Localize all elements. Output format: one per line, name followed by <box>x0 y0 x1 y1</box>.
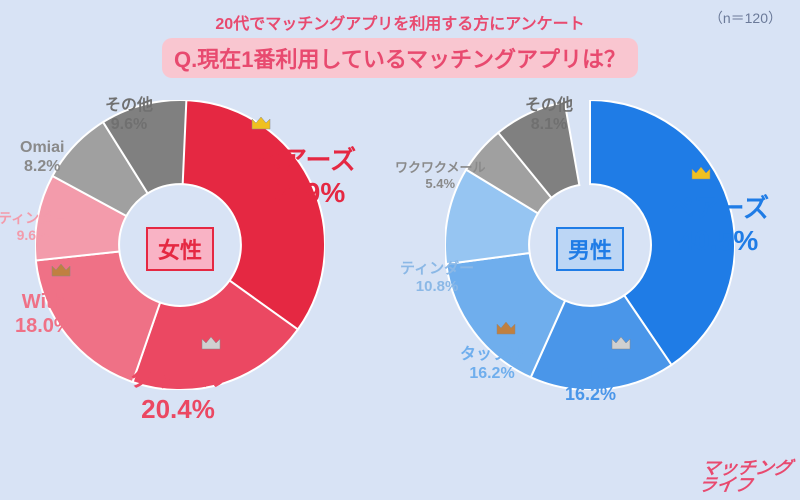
slice-name: タップル <box>460 345 524 364</box>
slice-pct: 34.9% <box>255 176 356 210</box>
slice-label: その他9.6% <box>105 96 153 134</box>
slice-name: その他 <box>525 96 573 115</box>
slice-label: ティンダー10.8% <box>400 260 474 296</box>
crown-icon <box>50 262 72 283</box>
slice-name: ペアーズ <box>255 145 356 176</box>
crown-icon <box>250 115 272 136</box>
slice-pct: 8.2% <box>20 157 64 176</box>
chart-center-label: 男性 <box>556 227 624 271</box>
question: Q.現在1番利用しているマッチングアプリは？ <box>162 38 638 78</box>
logo-line2: ライフ <box>697 477 790 494</box>
chart-center-label: 女性 <box>146 227 214 271</box>
slice-label: タップル20.4% <box>130 365 226 425</box>
crown-icon <box>495 320 517 341</box>
slice-name: ワクワクメール <box>395 160 485 176</box>
slice-pct: 9.6% <box>105 115 153 134</box>
sample-size: （n＝120） <box>709 8 782 28</box>
slice-name: ペアーズ <box>668 193 769 224</box>
slice-label: ワクワクメール5.4% <box>395 160 485 191</box>
slice-label: タップル16.2% <box>460 345 524 383</box>
slice-pct: 40.5% <box>668 224 769 258</box>
slice-label: その他8.1% <box>525 96 573 134</box>
slice-pct: 8.1% <box>525 115 573 134</box>
slice-pct: 9.6% <box>0 227 67 244</box>
slice-name: With <box>565 362 616 384</box>
header: （n＝120） 20代でマッチングアプリを利用する方にアンケート Q.現在1番利… <box>0 0 800 92</box>
slice-label: ペアーズ34.9% <box>255 145 356 210</box>
slice-pct: 5.4% <box>395 176 485 192</box>
slice-pct: 16.2% <box>460 364 524 383</box>
slice-pct: 10.8% <box>400 278 474 296</box>
slice-pct: 20.4% <box>130 394 226 425</box>
slice-label: ペアーズ40.5% <box>668 193 769 258</box>
slice-name: ティンダー <box>0 210 67 227</box>
slice-pct: 18.0% <box>15 314 72 338</box>
slice-name: タップル <box>130 365 226 394</box>
slice-label: With18.0% <box>15 290 72 338</box>
slice-label: ティンダー9.6% <box>0 210 67 244</box>
slice-name: Omiai <box>20 138 64 157</box>
slice-name: その他 <box>105 96 153 115</box>
slice-label: With16.2% <box>565 362 616 405</box>
slice-label: Omiai8.2% <box>20 138 64 176</box>
slice-name: ティンダー <box>400 260 474 278</box>
crown-icon <box>690 165 712 186</box>
logo: マッチング ライフ <box>697 460 793 494</box>
crown-icon <box>610 335 632 356</box>
slice-name: With <box>15 290 72 314</box>
slice-pct: 16.2% <box>565 384 616 406</box>
crown-icon <box>200 335 222 356</box>
subtitle: 20代でマッチングアプリを利用する方にアンケート <box>20 10 780 34</box>
